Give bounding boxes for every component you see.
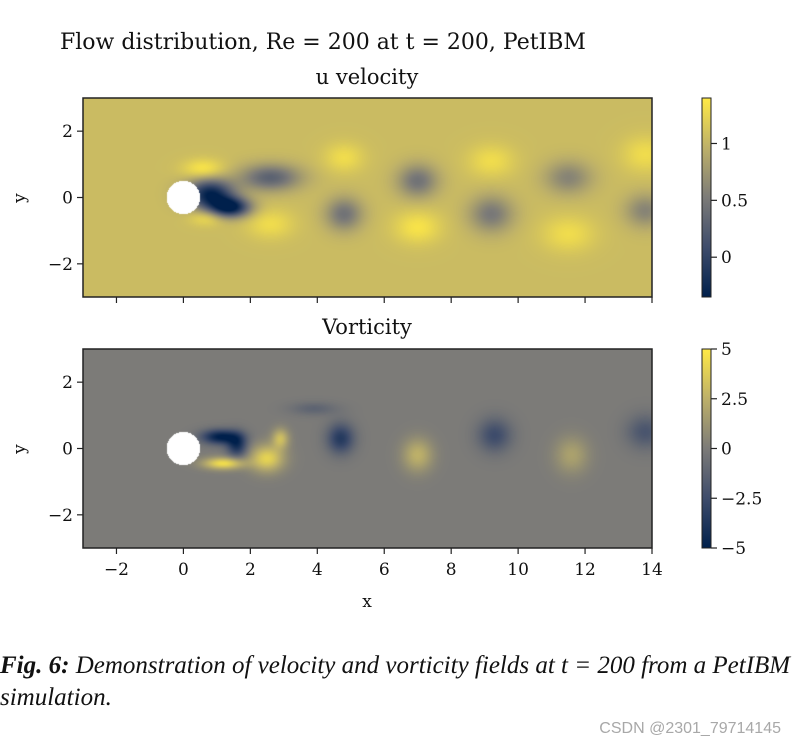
x-tick-label: 6 bbox=[379, 560, 390, 580]
colorbar-tick-label: 0 bbox=[721, 248, 732, 268]
colorbar-tick-label: 0.5 bbox=[721, 191, 748, 211]
colorbar-tick-label: −2.5 bbox=[721, 489, 762, 509]
colorbar-tick-label: 1 bbox=[721, 134, 732, 154]
u-velocity-ylabel: y bbox=[10, 193, 30, 204]
y-tick-label: 2 bbox=[62, 373, 73, 393]
y-tick-label: 0 bbox=[62, 440, 73, 460]
colorbar-tick-label: 5 bbox=[721, 340, 732, 360]
colorbar-tick-label: −5 bbox=[721, 539, 746, 559]
x-tick-label: 0 bbox=[178, 560, 189, 580]
figure-title: Flow distribution, Re = 200 at t = 200, … bbox=[60, 30, 586, 55]
u-velocity-panel: u velocity −202 y 00.51 bbox=[10, 65, 748, 303]
caption-text: Demonstration of velocity and vorticity … bbox=[0, 652, 791, 711]
x-tick-label: 14 bbox=[641, 560, 663, 580]
vorticity-xlabel: x bbox=[362, 592, 372, 612]
x-tick-label: 8 bbox=[446, 560, 457, 580]
figure-caption: Fig. 6: Demonstration of velocity and vo… bbox=[0, 650, 792, 714]
vorticity-y-ticks: −2 0 2 bbox=[48, 373, 83, 526]
colorbar-tick-label: 0 bbox=[721, 440, 732, 460]
vorticity-colorbar-ticks: 5 2.5 0 −2.5 −5 bbox=[711, 340, 762, 559]
vorticity-panel: Vorticity −202 −2 0 2 4 6 8 10 12 14 y x 52.50−2… bbox=[10, 315, 762, 612]
y-tick-label: −2 bbox=[48, 506, 73, 526]
vorticity-ylabel: y bbox=[10, 444, 30, 455]
y-tick-label: 0 bbox=[62, 189, 73, 209]
figure-canvas: Flow distribution, Re = 200 at t = 200, … bbox=[10, 30, 762, 612]
caption-lead: Fig. 6: bbox=[0, 652, 70, 679]
x-tick-label: 10 bbox=[507, 560, 529, 580]
x-tick-label: 4 bbox=[312, 560, 323, 580]
u-velocity-colorbar-ticks: 00.51 bbox=[711, 134, 748, 268]
vorticity-x-ticks: −2 0 2 4 6 8 10 12 14 bbox=[104, 548, 663, 580]
panel-title-vorticity: Vorticity bbox=[321, 315, 412, 339]
colorbar-tick-label: 2.5 bbox=[721, 390, 748, 410]
x-tick-label: −2 bbox=[104, 560, 129, 580]
u-velocity-y-ticks: −2 0 2 bbox=[48, 122, 83, 275]
u-velocity-colorbar bbox=[701, 97, 712, 298]
x-tick-label: 12 bbox=[574, 560, 596, 580]
u-velocity-field bbox=[83, 98, 652, 297]
watermark: CSDN @2301_79714145 bbox=[599, 720, 781, 737]
vorticity-field bbox=[83, 349, 652, 548]
panel-title-u-velocity: u velocity bbox=[316, 65, 419, 89]
u-velocity-x-ticks bbox=[115, 297, 653, 303]
y-tick-label: 2 bbox=[62, 122, 73, 142]
y-tick-label: −2 bbox=[48, 255, 73, 275]
x-tick-label: 2 bbox=[245, 560, 256, 580]
vorticity-colorbar bbox=[701, 348, 712, 549]
